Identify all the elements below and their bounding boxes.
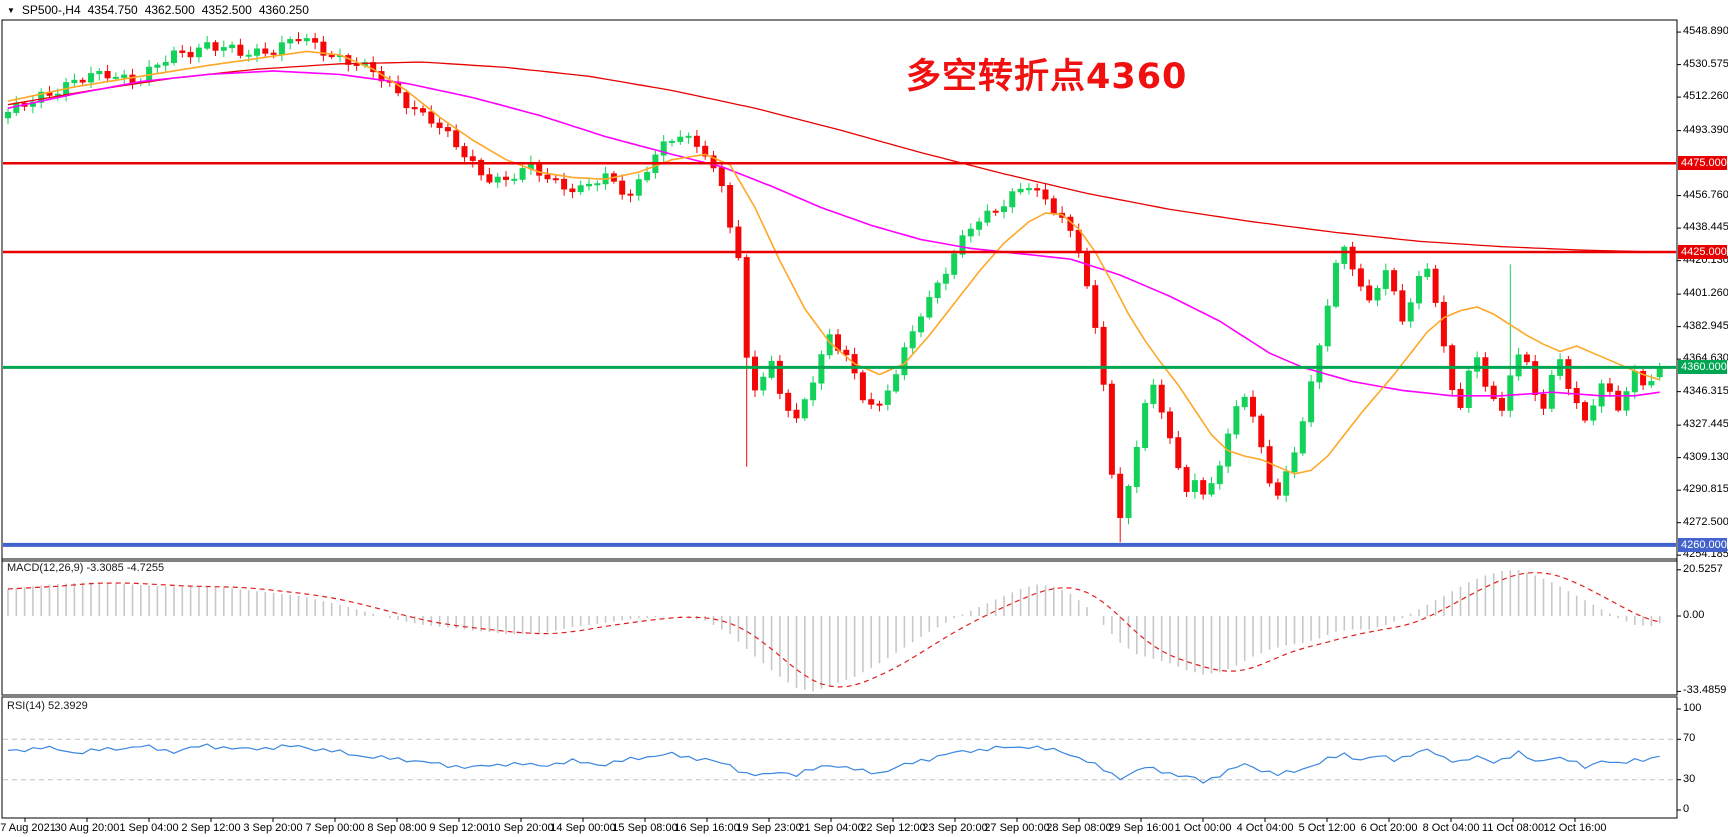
macd-name: MACD(12,26,9) [7, 562, 84, 574]
rsi-value: 52.3929 [47, 700, 88, 712]
macd-signal-line [7, 571, 1660, 688]
rsi-name: RSI(14) [7, 700, 45, 712]
quote-high: 4362.500 [144, 3, 195, 17]
quote-open: 4354.750 [87, 3, 138, 17]
symbol-timeframe-label: SP500-,H4 [21, 3, 81, 17]
macd-histogram [7, 569, 1661, 692]
panel-frames [1, 19, 1678, 819]
candles-layer [5, 32, 1663, 543]
macd-indicator-label: MACD(12,26,9) -3.3085 -4.7255 [7, 562, 164, 586]
rsi-indicator-label: RSI(14) 52.3929 [7, 700, 88, 724]
rsi-levels [3, 738, 1676, 781]
quote-dropdown-icon[interactable]: ▼ [7, 5, 15, 15]
rsi-line [7, 743, 1660, 784]
moving-averages-layer [7, 50, 1660, 475]
chart-title-bar: ▼ SP500-,H4 4354.750 4362.500 4352.500 4360.2… [7, 3, 309, 17]
quote-close: 4360.250 [258, 3, 309, 17]
quote-low: 4352.500 [201, 3, 252, 17]
macd-values: -3.3085 -4.7255 [86, 562, 165, 574]
axis-ticks [24, 31, 1681, 822]
annotation-text[interactable]: 多空转折点4360 [906, 57, 1188, 97]
